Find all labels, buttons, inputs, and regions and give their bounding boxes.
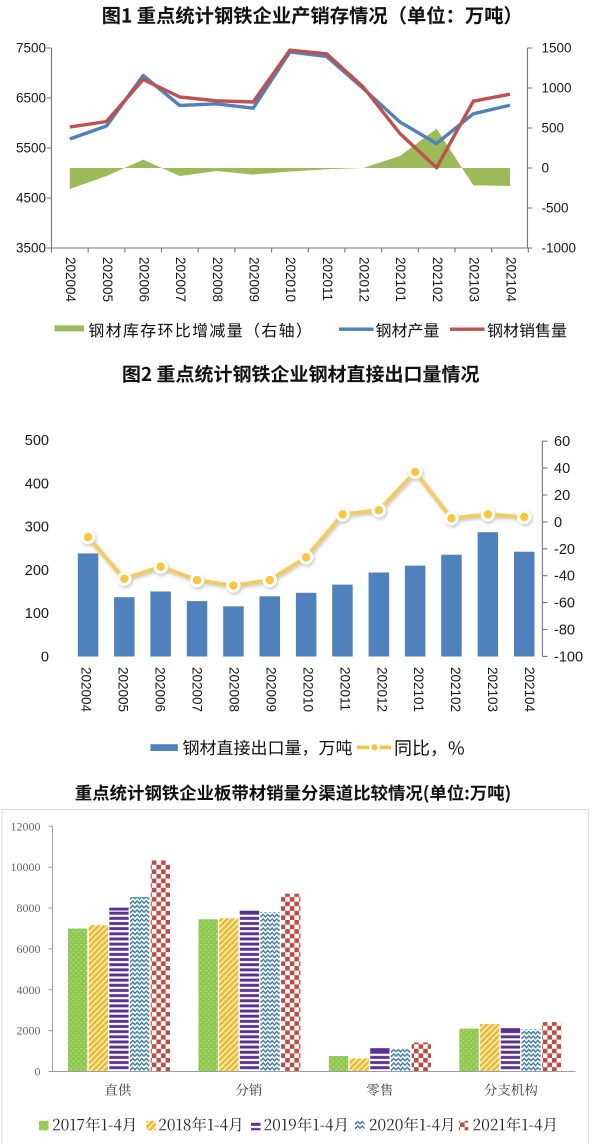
svg-text:1000: 1000 xyxy=(542,81,572,96)
svg-text:10000: 10000 xyxy=(11,860,41,874)
svg-text:202005: 202005 xyxy=(116,667,131,712)
svg-text:202004: 202004 xyxy=(79,667,94,713)
svg-text:202103: 202103 xyxy=(485,667,500,712)
svg-text:202012: 202012 xyxy=(357,257,372,302)
svg-text:202104: 202104 xyxy=(503,257,518,303)
svg-text:202104: 202104 xyxy=(522,667,537,713)
svg-text:1500: 1500 xyxy=(542,41,572,56)
svg-text:300: 300 xyxy=(25,520,49,536)
svg-text:6500: 6500 xyxy=(16,91,46,106)
svg-text:500: 500 xyxy=(25,433,49,449)
svg-text:202008: 202008 xyxy=(210,257,225,302)
svg-text:12000: 12000 xyxy=(11,819,41,833)
svg-text:202009: 202009 xyxy=(247,257,262,302)
svg-text:-80: -80 xyxy=(554,623,575,639)
svg-text:500: 500 xyxy=(542,121,565,136)
svg-text:202102: 202102 xyxy=(448,667,463,712)
svg-text:202010: 202010 xyxy=(283,257,298,302)
svg-text:202012: 202012 xyxy=(374,667,389,712)
svg-text:8000: 8000 xyxy=(17,901,41,915)
svg-text:60: 60 xyxy=(554,434,570,450)
svg-text:-20: -20 xyxy=(554,542,575,558)
svg-text:200: 200 xyxy=(25,563,49,579)
svg-text:0: 0 xyxy=(542,161,550,176)
svg-text:202006: 202006 xyxy=(137,257,152,302)
svg-text:202101: 202101 xyxy=(411,667,426,712)
svg-text:0: 0 xyxy=(41,650,49,666)
svg-text:202102: 202102 xyxy=(430,257,445,302)
svg-text:0: 0 xyxy=(554,515,562,531)
svg-text:40: 40 xyxy=(554,461,570,477)
svg-text:202103: 202103 xyxy=(467,257,482,302)
svg-text:-500: -500 xyxy=(542,201,569,216)
svg-text:202008: 202008 xyxy=(226,667,241,712)
svg-text:202005: 202005 xyxy=(100,257,115,302)
svg-text:202006: 202006 xyxy=(153,667,168,712)
svg-text:5500: 5500 xyxy=(16,141,46,156)
svg-text:-1000: -1000 xyxy=(542,241,577,256)
svg-text:0: 0 xyxy=(35,1065,41,1079)
svg-text:6000: 6000 xyxy=(17,942,41,956)
svg-text:3500: 3500 xyxy=(16,241,46,256)
svg-text:202101: 202101 xyxy=(393,257,408,302)
svg-text:202010: 202010 xyxy=(300,667,315,712)
svg-text:-60: -60 xyxy=(554,596,575,612)
svg-text:202007: 202007 xyxy=(190,667,205,712)
svg-text:100: 100 xyxy=(25,606,49,622)
svg-text:20: 20 xyxy=(554,488,570,504)
svg-text:4000: 4000 xyxy=(17,983,41,997)
svg-text:-100: -100 xyxy=(554,649,583,665)
svg-text:4500: 4500 xyxy=(16,191,46,206)
svg-text:202011: 202011 xyxy=(337,667,352,711)
svg-text:202011: 202011 xyxy=(320,257,335,301)
svg-text:202007: 202007 xyxy=(173,257,188,302)
svg-text:-40: -40 xyxy=(554,569,575,585)
svg-text:7500: 7500 xyxy=(16,41,46,56)
svg-text:2000: 2000 xyxy=(17,1024,41,1038)
svg-text:202004: 202004 xyxy=(63,257,78,303)
svg-text:400: 400 xyxy=(25,476,49,492)
svg-text:202009: 202009 xyxy=(263,667,278,712)
